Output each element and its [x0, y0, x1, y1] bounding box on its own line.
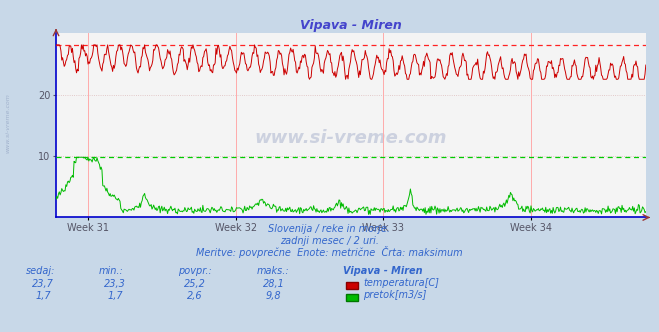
Text: pretok[m3/s]: pretok[m3/s]: [363, 290, 426, 300]
Text: www.si-vreme.com: www.si-vreme.com: [254, 129, 447, 147]
Text: Meritve: povprečne  Enote: metrične  Črta: maksimum: Meritve: povprečne Enote: metrične Črta:…: [196, 246, 463, 258]
Text: Vipava - Miren: Vipava - Miren: [343, 266, 422, 276]
Text: 1,7: 1,7: [35, 291, 51, 301]
Text: povpr.:: povpr.:: [178, 266, 212, 276]
Text: 28,1: 28,1: [262, 279, 285, 289]
Text: maks.:: maks.:: [257, 266, 290, 276]
Text: sedaj:: sedaj:: [26, 266, 56, 276]
Text: 23,3: 23,3: [104, 279, 127, 289]
Text: min.:: min.:: [99, 266, 124, 276]
Text: 2,6: 2,6: [186, 291, 202, 301]
Text: 23,7: 23,7: [32, 279, 54, 289]
Text: 9,8: 9,8: [266, 291, 281, 301]
Text: 25,2: 25,2: [183, 279, 206, 289]
Title: Vipava - Miren: Vipava - Miren: [300, 19, 402, 32]
Text: 1,7: 1,7: [107, 291, 123, 301]
Text: www.si-vreme.com: www.si-vreme.com: [5, 93, 11, 153]
Text: zadnji mesec / 2 uri.: zadnji mesec / 2 uri.: [280, 236, 379, 246]
Text: temperatura[C]: temperatura[C]: [363, 278, 439, 288]
Text: Slovenija / reke in morje.: Slovenija / reke in morje.: [268, 224, 391, 234]
